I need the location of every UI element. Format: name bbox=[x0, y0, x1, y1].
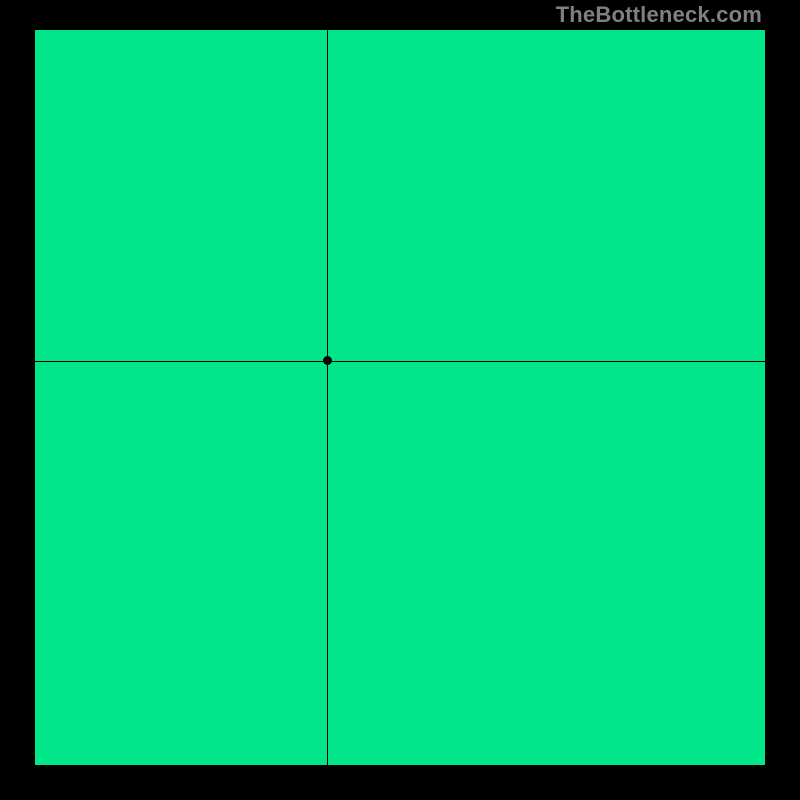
crosshair-vertical bbox=[327, 30, 328, 765]
crosshair-horizontal bbox=[35, 361, 765, 362]
watermark-text: TheBottleneck.com bbox=[556, 2, 762, 28]
bottleneck-heatmap bbox=[35, 30, 765, 765]
chart-frame: { "source_watermark": "TheBottleneck.com… bbox=[0, 0, 800, 800]
crosshair-marker bbox=[323, 356, 332, 365]
